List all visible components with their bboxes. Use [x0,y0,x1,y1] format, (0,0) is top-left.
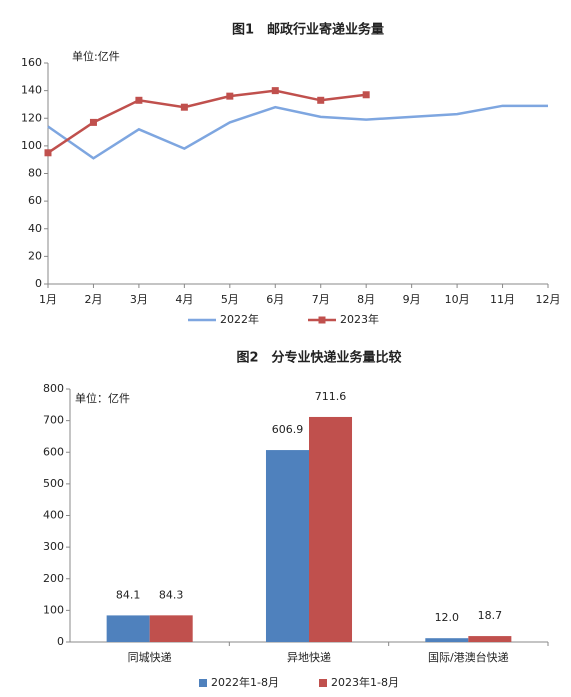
y-tick-label: 40 [28,222,42,235]
legend-label: 2023年1-8月 [331,675,399,689]
legend-label: 2022年1-8月 [211,675,279,689]
y-tick-label: 100 [21,139,42,152]
unit-annotation: 单位:亿件 [72,49,120,63]
x-tick-label: 11月 [490,293,515,306]
y-tick-label: 80 [28,167,42,180]
legend-marker [318,316,326,324]
y-tick-label: 0 [35,277,42,290]
y-tick-label: 60 [28,194,42,207]
x-tick-label: 2月 [84,293,102,306]
x-tick-label: 国际/港澳台快递 [428,650,509,664]
bar [106,615,150,642]
unit-annotation: 单位：亿件 [75,391,130,405]
x-tick-label: 5月 [221,293,239,306]
bar [468,636,512,642]
x-tick-label: 8月 [357,293,375,306]
y-tick-label: 700 [43,414,64,427]
y-tick-label: 400 [43,509,64,522]
x-tick-label: 10月 [445,293,470,306]
y-tick-label: 0 [57,635,64,648]
chart-title: 图1 邮政行业寄递业务量 [232,22,384,38]
line-marker [44,149,52,157]
bar [149,615,193,642]
x-tick-label: 同城快递 [128,650,172,664]
value-label: 84.1 [116,588,141,601]
y-tick-label: 140 [21,84,42,97]
bar [265,450,309,642]
line-marker [226,92,234,100]
legend-swatch [199,679,207,687]
line-marker [317,96,325,104]
value-label: 12.0 [435,611,460,624]
chart-title: 图2 分专业快递业务量比较 [236,350,401,366]
x-tick-label: 6月 [266,293,284,306]
line-marker [271,87,279,95]
x-tick-label: 9月 [403,293,421,306]
line-marker [362,91,370,99]
y-tick-label: 500 [43,477,64,490]
value-label: 18.7 [478,609,503,622]
x-tick-label: 异地快递 [287,650,331,664]
y-tick-label: 300 [43,540,64,553]
x-tick-label: 12月 [536,293,561,306]
x-tick-label: 7月 [312,293,330,306]
value-label: 711.6 [315,390,347,403]
legend-label: 2022年 [220,312,259,326]
y-tick-label: 100 [43,603,64,616]
x-tick-label: 1月 [39,293,57,306]
value-label: 84.3 [159,588,184,601]
x-tick-label: 4月 [175,293,193,306]
y-tick-label: 200 [43,572,64,585]
legend-label: 2023年 [340,312,379,326]
y-tick-label: 120 [21,111,42,124]
value-label: 606.9 [272,423,304,436]
y-tick-label: 20 [28,249,42,262]
bar [309,416,353,642]
bar [425,638,469,642]
y-tick-label: 600 [43,445,64,458]
legend-swatch [319,679,327,687]
line-marker [135,96,143,104]
line-series [47,104,548,160]
y-tick-label: 800 [43,382,64,395]
x-tick-label: 3月 [130,293,148,306]
line-marker [180,103,188,111]
line-series [47,89,367,154]
y-tick-label: 160 [21,56,42,69]
line-marker [89,118,97,126]
